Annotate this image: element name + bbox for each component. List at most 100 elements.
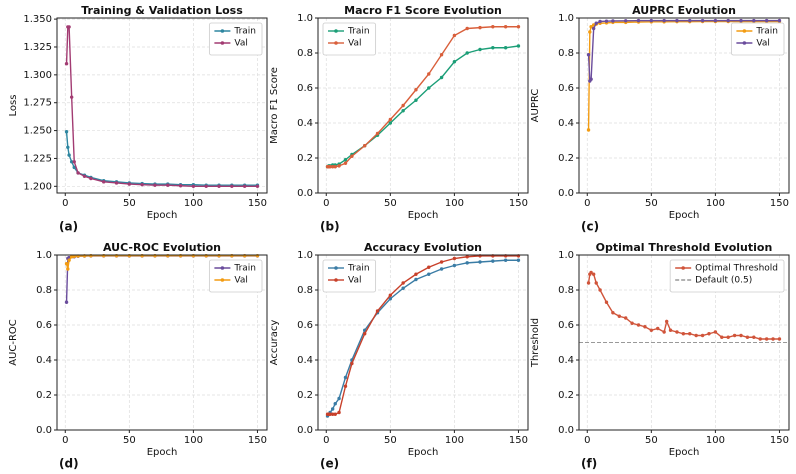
y-tick-label: 0.4 bbox=[558, 118, 574, 129]
data-point bbox=[242, 184, 247, 189]
data-point bbox=[516, 44, 521, 48]
legend-marker bbox=[681, 266, 685, 270]
data-point bbox=[414, 272, 418, 276]
x-axis-label: Epoch bbox=[147, 210, 178, 221]
data-point bbox=[452, 33, 457, 38]
y-tick-label: 0.4 bbox=[297, 355, 313, 366]
data-point bbox=[589, 77, 593, 81]
data-point bbox=[594, 21, 598, 25]
data-point bbox=[777, 337, 782, 341]
data-point bbox=[675, 330, 679, 334]
x-tick-label: 0 bbox=[62, 198, 68, 209]
x-tick-label: 50 bbox=[645, 198, 658, 209]
y-tick-label: 0.6 bbox=[558, 83, 574, 94]
data-point bbox=[69, 160, 74, 164]
y-tick-label: 0.6 bbox=[297, 83, 313, 94]
plot-frame bbox=[578, 17, 790, 194]
panel-label: (a) bbox=[59, 220, 78, 234]
data-point bbox=[478, 260, 482, 264]
data-point bbox=[726, 335, 730, 339]
data-point bbox=[343, 375, 348, 380]
x-tick-label: 150 bbox=[509, 435, 528, 446]
data-point bbox=[82, 174, 87, 178]
y-tick-label: 1.200 bbox=[23, 181, 52, 192]
data-point bbox=[713, 330, 718, 334]
y-tick-label: 0.6 bbox=[558, 320, 574, 331]
data-point bbox=[204, 184, 208, 189]
data-point bbox=[478, 47, 482, 52]
y-tick-label: 0.2 bbox=[297, 153, 313, 164]
data-point bbox=[745, 335, 750, 339]
legend-label: Train bbox=[233, 27, 256, 37]
legend-marker bbox=[334, 278, 338, 282]
y-tick-label: 0.0 bbox=[36, 425, 52, 436]
x-tick-label: 0 bbox=[323, 198, 329, 209]
data-point bbox=[624, 316, 628, 320]
x-tick-label: 0 bbox=[584, 198, 590, 209]
y-axis-label: AUPRC bbox=[530, 89, 541, 123]
panel-label: (b) bbox=[320, 220, 340, 234]
x-tick-label: 150 bbox=[509, 198, 528, 209]
legend-label: Val bbox=[234, 39, 247, 49]
data-point bbox=[330, 165, 335, 169]
data-point bbox=[649, 18, 654, 23]
legend-label: Train bbox=[233, 264, 256, 274]
data-point bbox=[414, 88, 418, 92]
y-axis-label: AUC-ROC bbox=[8, 319, 19, 366]
data-point bbox=[414, 98, 418, 102]
data-point bbox=[771, 337, 775, 341]
data-point bbox=[414, 277, 418, 282]
legend: Optimal Threshold Default (0.5) bbox=[669, 259, 785, 293]
data-point bbox=[72, 160, 76, 164]
data-point bbox=[69, 255, 74, 259]
chart-title: AUPRC Evolution bbox=[632, 4, 736, 17]
data-point bbox=[363, 332, 367, 336]
data-point bbox=[401, 286, 405, 290]
data-point bbox=[675, 18, 679, 23]
legend-marker bbox=[742, 29, 747, 33]
data-point bbox=[328, 165, 332, 169]
data-point bbox=[643, 325, 647, 329]
data-point bbox=[388, 121, 393, 125]
data-point bbox=[589, 25, 593, 29]
data-point bbox=[739, 333, 743, 338]
data-point bbox=[337, 410, 341, 415]
x-axis-label: Epoch bbox=[669, 210, 700, 221]
legend-marker bbox=[220, 29, 225, 33]
data-point bbox=[89, 176, 93, 181]
y-tick-label: 0.8 bbox=[558, 48, 574, 59]
data-point bbox=[64, 62, 69, 66]
data-point bbox=[64, 300, 69, 304]
data-point bbox=[140, 182, 144, 187]
y-tick-label: 1.0 bbox=[297, 250, 313, 261]
data-point bbox=[114, 181, 119, 185]
data-point bbox=[67, 153, 71, 157]
y-tick-label: 0.8 bbox=[297, 285, 313, 296]
data-point bbox=[694, 333, 698, 338]
panel-label: (c) bbox=[581, 220, 599, 234]
data-point bbox=[439, 260, 444, 264]
data-point bbox=[388, 117, 393, 122]
data-point bbox=[668, 328, 673, 332]
y-axis-label: Loss bbox=[8, 95, 19, 117]
legend-box bbox=[669, 259, 785, 293]
x-tick-label: 0 bbox=[62, 435, 68, 446]
x-tick-label: 0 bbox=[584, 435, 590, 446]
data-point bbox=[465, 261, 469, 265]
data-point bbox=[764, 337, 769, 341]
y-axis-label: Accuracy bbox=[269, 320, 280, 366]
data-point bbox=[337, 396, 341, 401]
data-point bbox=[343, 158, 348, 162]
legend-marker bbox=[220, 266, 225, 270]
x-axis-label: Epoch bbox=[408, 447, 439, 458]
data-point bbox=[586, 53, 591, 57]
data-point bbox=[636, 323, 641, 327]
x-tick-label: 100 bbox=[445, 435, 464, 446]
data-point bbox=[427, 265, 431, 269]
data-point bbox=[452, 256, 457, 261]
chart-title: AUC-ROC Evolution bbox=[103, 241, 221, 254]
data-point bbox=[764, 18, 769, 23]
data-point bbox=[427, 72, 431, 76]
y-tick-label: 1.250 bbox=[23, 126, 52, 137]
